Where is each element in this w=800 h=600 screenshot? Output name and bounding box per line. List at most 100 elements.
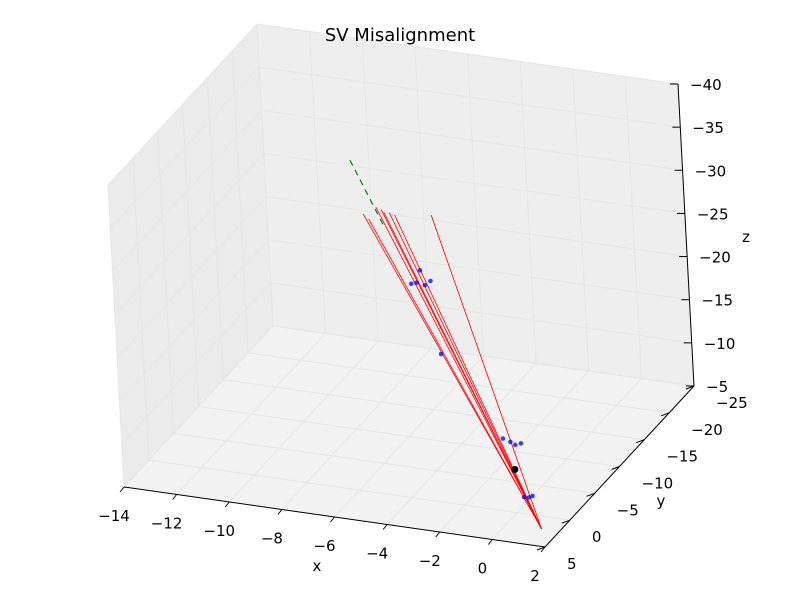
x-tick-label: −14 (98, 507, 130, 525)
grid-line (182, 104, 199, 407)
y-tick-label: −25 (716, 394, 748, 412)
tick-labels: −14 −12 −10 −8 −6 −4 −2 0 250−5−10−15−20−25−5−10… (98, 76, 747, 585)
x-tick (224, 501, 230, 508)
z-axis-line (677, 83, 695, 387)
grid-line (231, 50, 249, 353)
hit-point (521, 494, 527, 500)
x-tick-label: −8 (261, 530, 283, 548)
hit-point (417, 268, 423, 273)
hit-point (518, 441, 524, 446)
grid-line (261, 109, 683, 171)
y-tick (586, 492, 595, 497)
y-tick (536, 546, 546, 551)
hit-point (526, 495, 532, 500)
y-tick (660, 412, 670, 417)
axis-lines (119, 83, 695, 553)
grid-line (107, 23, 258, 186)
z-tick-label: −25 (697, 205, 729, 223)
z-tick-label: −35 (692, 119, 724, 137)
guide-line (349, 159, 386, 229)
grid-line (414, 46, 432, 349)
grid-line (361, 38, 379, 342)
y-tick (636, 439, 645, 444)
y-tick-label: −15 (666, 448, 698, 466)
grid-line (148, 459, 570, 521)
grid-line (112, 109, 262, 272)
x-axis-label: x (313, 557, 322, 575)
track-line (388, 212, 542, 529)
track-line (430, 214, 542, 529)
grid-line (132, 158, 150, 461)
hit-point (500, 436, 506, 441)
grid-line (123, 325, 274, 488)
x-tick-label: 2 (530, 567, 540, 585)
grid-line (272, 325, 695, 387)
x-tick (435, 531, 441, 538)
hit-point (414, 280, 419, 286)
x-tick-label: −10 (203, 522, 235, 540)
x-tick-label: −12 (151, 515, 183, 533)
x-tick (540, 546, 546, 553)
hit-point (408, 281, 414, 287)
grid-line (121, 282, 272, 445)
hit-point (530, 493, 535, 499)
grid-line (519, 61, 537, 364)
grid-line (114, 153, 265, 315)
x-tick (487, 539, 493, 545)
grid-line (157, 131, 175, 434)
grid-line (467, 53, 484, 357)
y-tick-label: 5 (567, 555, 577, 573)
grid-line (266, 196, 688, 258)
grid-line (116, 196, 267, 358)
grid-line (263, 152, 685, 214)
grid-line (223, 379, 645, 441)
grid-line (256, 23, 274, 327)
track-line (368, 218, 542, 530)
x-tick-label: 0 (478, 560, 488, 578)
y-tick (611, 466, 620, 470)
x-tick-label: −2 (419, 552, 441, 570)
y-tick-label: 0 (592, 528, 602, 546)
track-line (380, 209, 542, 530)
y-tick-label: −10 (642, 475, 674, 493)
grid-line (173, 432, 595, 494)
x-tick (119, 486, 125, 493)
grid-line (270, 282, 692, 344)
hit-point (438, 351, 444, 357)
axis-panes (108, 24, 694, 547)
x-tick (330, 516, 335, 523)
z-tick-label: −15 (701, 292, 733, 310)
y-tick (561, 519, 571, 524)
data-marks (349, 159, 542, 530)
hit-point (422, 282, 428, 288)
z-axis-label: z (742, 228, 750, 246)
grid-line (206, 77, 224, 380)
hit-point (508, 439, 513, 445)
z-tick-label: −20 (699, 249, 731, 267)
y-axis-label: y (657, 492, 666, 510)
hit-point (512, 442, 518, 448)
x-tick (382, 524, 388, 530)
z-tick-label: −5 (706, 378, 728, 396)
track-line (394, 214, 542, 529)
grid-line (624, 76, 642, 379)
grid-line (309, 31, 327, 334)
hit-point (428, 278, 433, 284)
chart-title: SV Misalignment (325, 25, 475, 46)
grid-line (119, 239, 269, 402)
z-tick-label: −10 (704, 335, 736, 353)
grid-line (268, 239, 690, 301)
grid-line (107, 184, 125, 488)
y-tick-label: −5 (617, 501, 639, 519)
track-line (375, 207, 542, 530)
grid-line (198, 406, 620, 467)
grid-line (256, 23, 679, 85)
y-tick-label: −20 (691, 421, 723, 439)
grid-line (572, 68, 590, 372)
z-tick-label: −30 (695, 162, 727, 180)
grid-line (259, 66, 681, 128)
x-tick (172, 494, 178, 500)
z-tick-label: −40 (690, 76, 722, 94)
x-tick (277, 509, 283, 515)
